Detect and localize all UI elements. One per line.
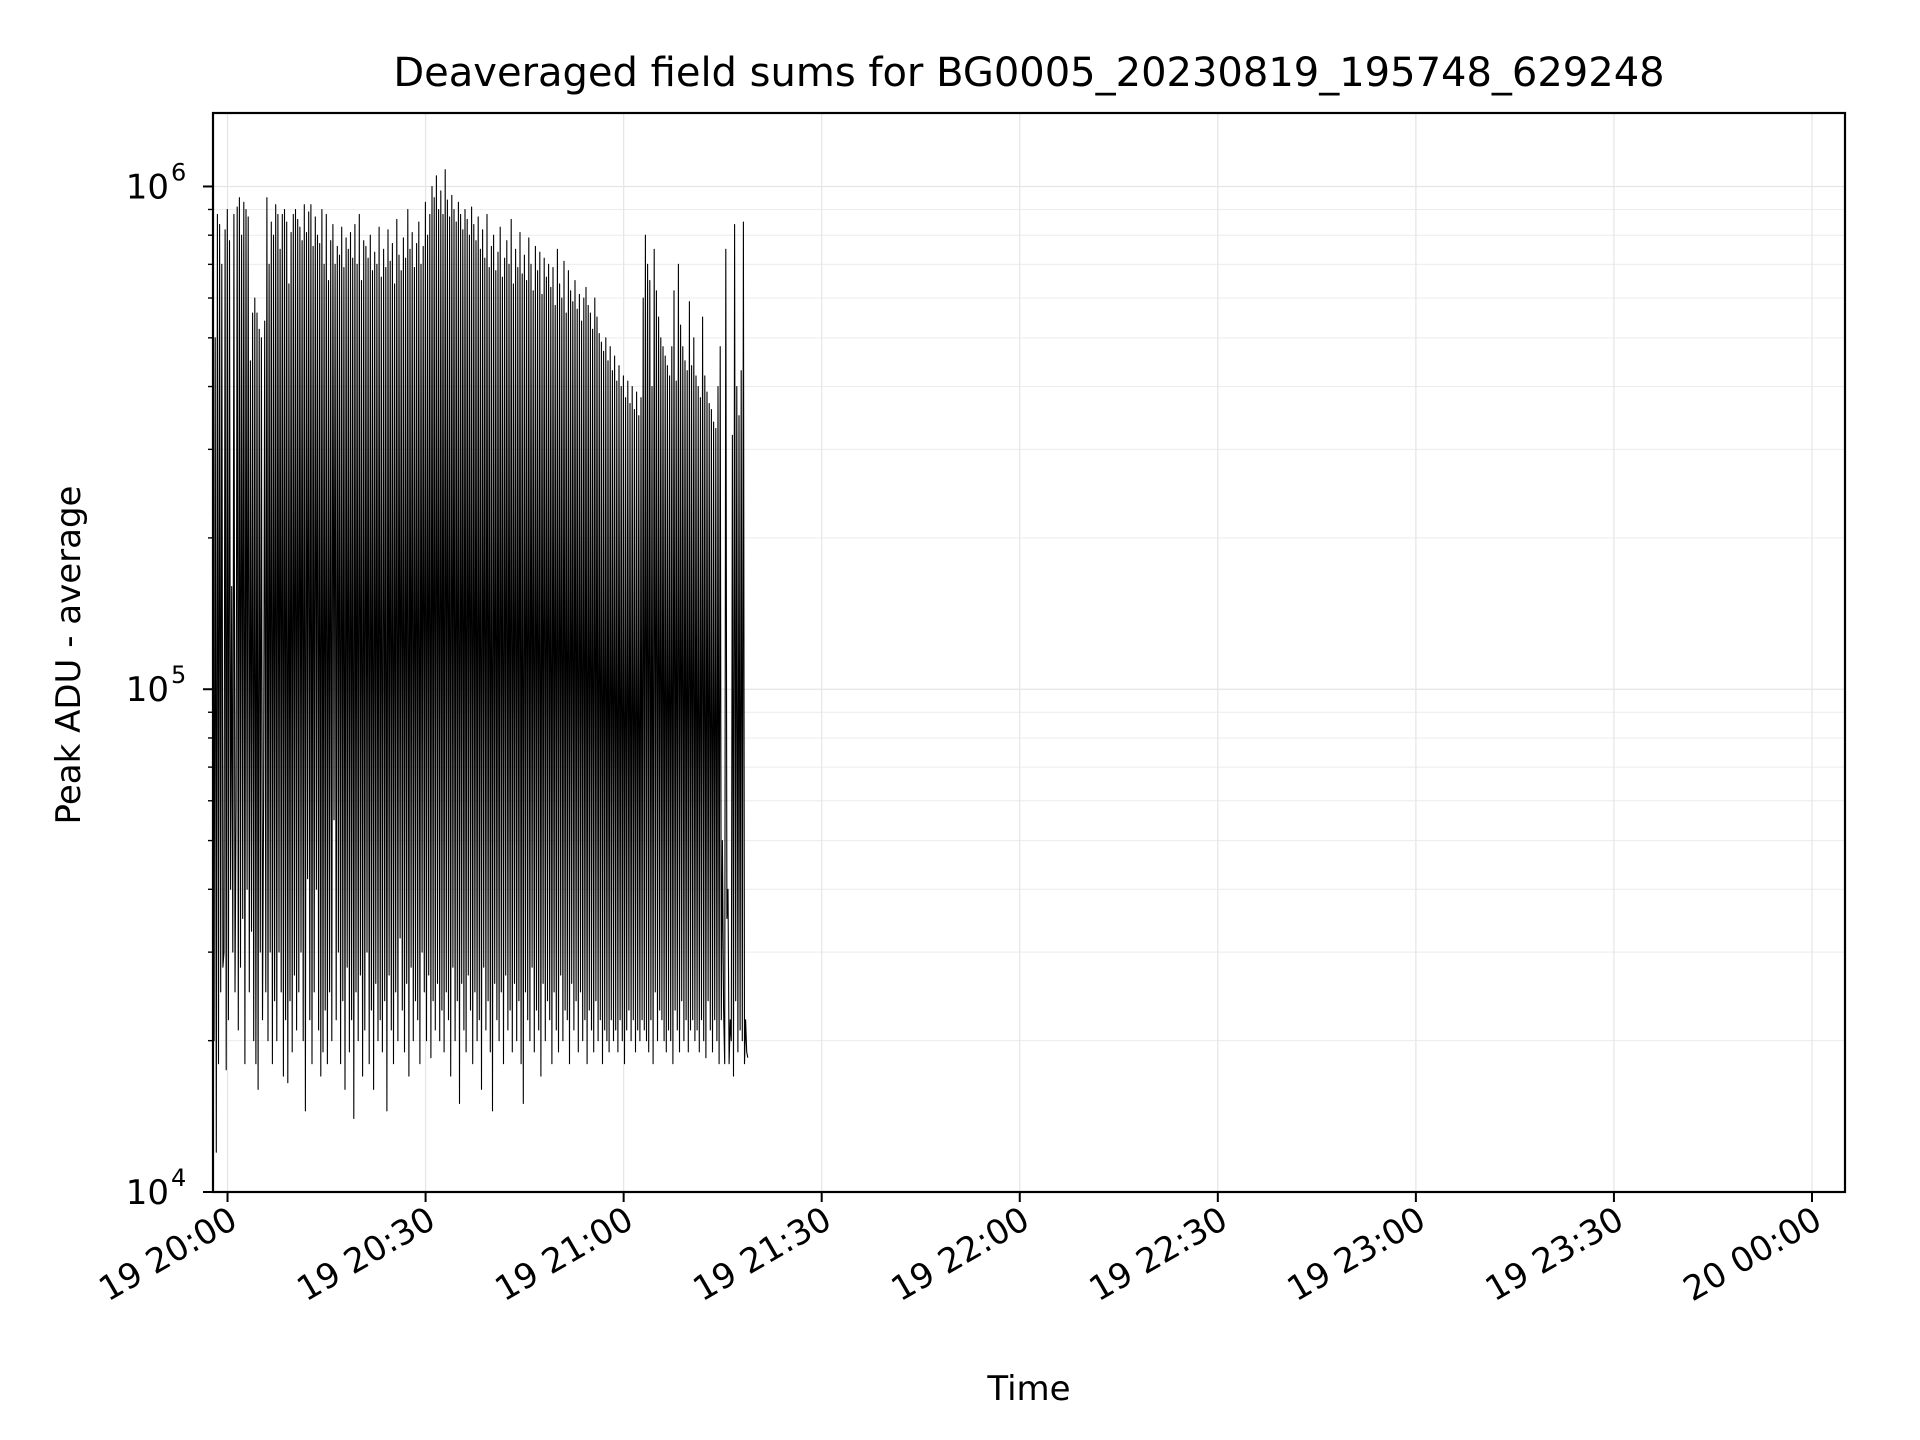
x-tick-label: 19 21:00 [488,1199,640,1310]
x-tick-label: 19 20:30 [290,1199,442,1310]
x-axis-label: Time [986,1369,1070,1409]
x-axis: 19 20:00 19 20:30 19 21:00 19 21:30 19 22:00… [92,1192,1828,1310]
y-tick-label: 10 [126,670,169,710]
y-tick-label: 10 [126,167,169,207]
y-tick-label-exponent: 6 [171,158,186,186]
x-tick-label: 19 23:30 [1479,1199,1631,1310]
x-tick-label: 19 22:00 [885,1199,1037,1310]
chart-title: Deaveraged field sums for BG0005_2023081… [393,50,1664,96]
x-tick-label: 20 00:00 [1677,1199,1829,1310]
y-tick-label-exponent: 5 [171,661,186,689]
series-line [213,169,749,1153]
y-tick-label: 10 [126,1173,169,1213]
x-tick-label: 19 20:00 [92,1199,244,1310]
x-tick-label: 19 23:00 [1281,1199,1433,1310]
data-series [213,169,749,1153]
plot-area-frame [211,111,1847,1194]
y-axis-label: Peak ADU - average [49,486,89,825]
x-tick-label: 19 22:30 [1083,1199,1235,1310]
x-tick-label: 19 21:30 [687,1199,839,1310]
y-tick-label-exponent: 4 [171,1164,186,1192]
